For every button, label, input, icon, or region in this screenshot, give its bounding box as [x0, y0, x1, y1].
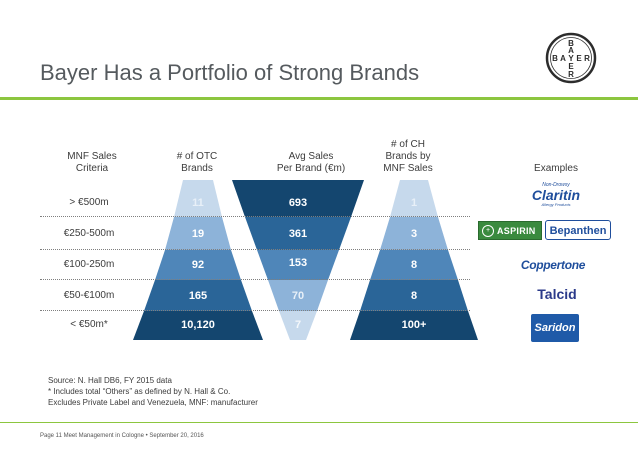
saridon-name: Saridon: [534, 322, 576, 334]
saridon-logo: Saridon: [531, 314, 579, 342]
bayer-logo: B A B A Y E R E R: [545, 32, 597, 84]
otc-value-4: 165: [188, 290, 208, 302]
source-line-1: Source: N. Hall DB6, FY 2015 data: [48, 376, 172, 385]
row-separator-1: [40, 216, 470, 217]
aspirin-logo: + ASPIRIN: [478, 221, 542, 240]
logo-letter-e: E: [568, 62, 574, 71]
ch-value-4: 8: [410, 290, 418, 302]
otc-tier-5: [133, 311, 263, 340]
title-divider: [0, 97, 638, 100]
bepanthen-name: Bepanthen: [549, 225, 607, 237]
ch-value-3: 8: [410, 259, 418, 271]
header-avg-line2: Per Brand (€m): [276, 163, 346, 174]
avg-tier-2: [245, 217, 351, 250]
otc-value-3: 92: [191, 259, 205, 271]
avg-tier-4: [268, 280, 328, 311]
logo-letter-e-right: E: [576, 54, 582, 63]
logo-letter-y: Y: [568, 54, 574, 63]
row-separator-3: [40, 279, 470, 280]
ch-tier-5: [350, 311, 478, 340]
header-ch-line1: # of CH: [391, 139, 425, 150]
avg-tier-1: [232, 180, 364, 217]
source-notes: Source: N. Hall DB6, FY 2015 data * Incl…: [48, 375, 258, 408]
header-otc-line1: # of OTC: [176, 151, 218, 162]
ch-tier-1: [390, 180, 438, 217]
otc-tier-1: [174, 180, 222, 217]
talcid-logo: Talcid: [529, 286, 585, 304]
header-criteria-line1: MNF Sales: [67, 151, 117, 162]
header-ch: # of CH Brands by MNF Sales: [368, 139, 448, 175]
avg-value-5: 7: [294, 319, 302, 331]
header-ch-line2: Brands by: [385, 151, 431, 162]
page-footer: Page 11 Meet Management in Cologne • Sep…: [40, 433, 204, 439]
otc-value-1: 11: [192, 197, 204, 209]
page-title: Bayer Has a Portfolio of Strong Brands: [40, 60, 420, 85]
header-examples: Examples: [534, 163, 578, 174]
header-criteria: MNF Sales Criteria: [52, 151, 132, 175]
coppertone-logo: Coppertone: [520, 256, 586, 276]
talcid-name: Talcid: [537, 286, 577, 302]
aspirin-name: ASPIRIN: [497, 225, 536, 236]
claritin-logo: Non-Drowsy Claritin Allergy Products: [526, 182, 586, 210]
otc-tier-4: [144, 280, 252, 311]
logo-letter-r-right: R: [584, 54, 590, 63]
criteria-row-4: €50-€100m: [63, 290, 115, 301]
source-line-2: * Includes total “Others” as defined by …: [48, 387, 231, 396]
claritin-tagline-sub: Allergy Products: [541, 202, 571, 207]
ch-value-1: 1: [410, 197, 418, 209]
criteria-row-2: €250-500m: [63, 228, 115, 239]
ch-tier-4: [360, 280, 468, 311]
row-separator-2: [40, 249, 470, 250]
avg-value-1: 693: [288, 197, 308, 209]
header-otc: # of OTC Brands: [157, 151, 237, 175]
avg-value-2: 361: [288, 228, 308, 240]
header-otc-line2: Brands: [181, 163, 213, 174]
avg-value-4: 70: [291, 290, 305, 302]
logo-letter-b-left: B: [552, 54, 558, 63]
criteria-row-5: < €50m*: [70, 319, 108, 330]
otc-tier-3: [155, 250, 241, 280]
claritin-tagline-top: Non-Drowsy: [542, 182, 570, 188]
claritin-name: Claritin: [531, 187, 581, 203]
footer-divider: [0, 422, 638, 423]
header-criteria-line2: Criteria: [75, 163, 109, 174]
coppertone-name: Coppertone: [520, 258, 586, 272]
logo-letter-a-left: A: [560, 54, 566, 63]
source-line-3: Excludes Private Label and Venezuela, MN…: [48, 398, 258, 407]
header-ch-line3: MNF Sales: [383, 163, 433, 174]
criteria-row-3: €100-250m: [63, 259, 115, 270]
criteria-row-1: > €500m: [69, 197, 109, 208]
avg-tier-5: [279, 311, 317, 340]
logo-letter-r: R: [568, 70, 574, 79]
ch-value-5: 100+: [401, 319, 427, 331]
ch-tier-3: [370, 250, 458, 280]
otc-value-2: 19: [191, 228, 205, 240]
otc-value-5: 10,120: [181, 319, 215, 331]
avg-tier-3: [257, 250, 339, 280]
logo-letter-a: A: [568, 46, 574, 55]
header-avg: Avg Sales Per Brand (€m): [256, 151, 366, 175]
logo-letter-b-top: B: [568, 39, 574, 48]
ch-value-2: 3: [410, 228, 418, 240]
header-avg-line1: Avg Sales: [288, 151, 334, 162]
otc-tier-2: [165, 217, 231, 250]
row-separator-4: [40, 310, 470, 311]
ch-tier-2: [380, 217, 448, 250]
avg-value-3: 153: [288, 257, 308, 269]
bepanthen-logo: Bepanthen: [545, 220, 611, 240]
aspirin-cross-icon: +: [482, 224, 494, 237]
